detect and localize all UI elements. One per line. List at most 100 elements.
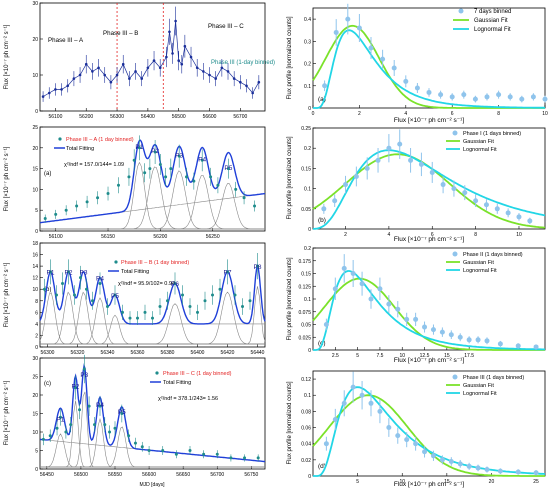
x-tick-label: 56420 [221, 350, 235, 356]
flux-point [133, 441, 137, 445]
x-tick-label: 56340 [101, 350, 115, 356]
x-axis-label: Flux [×10⁻⁷ ph cm⁻² s⁻¹] [394, 117, 464, 124]
x-tick-label: 56250 [206, 234, 220, 240]
x-tick-label: 56100 [49, 234, 63, 240]
y-tick-label: 0.2 [304, 246, 311, 252]
legend: Phase III – A (1 day binned) Total Fitti… [54, 137, 134, 152]
peak-label: P1 [135, 144, 143, 151]
legend-label-lognormal: Lognormal Fit [463, 268, 497, 274]
peak-label: P7 [224, 270, 232, 277]
histogram-point [323, 441, 329, 447]
x-tick-label: 20 [489, 479, 495, 485]
legend-label-data: Phase III – A (1 day binned) [66, 137, 134, 143]
flux-point [103, 73, 107, 77]
y-tick-label: 4 [35, 322, 38, 328]
flux-point [84, 62, 88, 66]
x-tick-label: 56380 [161, 350, 175, 356]
panel-label: (a) [318, 96, 326, 103]
histogram-point [395, 433, 401, 439]
flux-point [229, 456, 233, 460]
peak-label: P5 [111, 293, 119, 300]
flux-point [148, 167, 152, 171]
panel-frame [312, 370, 546, 477]
flux-point [54, 88, 57, 91]
flux-point [152, 59, 156, 62]
histogram-point [448, 332, 454, 338]
flux-point [85, 287, 88, 291]
y-tick-label: 0.25 [301, 126, 311, 132]
legend: Phase I (1 days binned) Gaussian Fit Log… [446, 130, 521, 153]
y-tick-label: 18 [32, 241, 38, 247]
flux-point [97, 66, 100, 70]
flux-point [75, 204, 79, 208]
flux-point [147, 449, 151, 452]
histogram-point [466, 337, 472, 343]
histogram-point [332, 198, 338, 204]
flux-point [69, 423, 73, 427]
y-tick-label: 20 [32, 146, 38, 152]
peak-label: P1 [56, 417, 64, 424]
flux-point [64, 208, 68, 212]
x-tick-label: 10 [542, 111, 548, 117]
x-axis-label: Flux [×10⁻⁷ ph cm⁻² s⁻¹] [394, 481, 464, 488]
histogram-point [457, 334, 463, 340]
flux-point [165, 55, 168, 59]
flux-point [202, 70, 205, 73]
peak-label: P4 [96, 275, 104, 282]
lightcurve-panel-a: Flux [×10⁻⁷ ph cm⁻² s⁻¹] (a) χ²/ndf = 15… [3, 125, 266, 240]
histogram-point [507, 94, 513, 100]
chi2-text: χ²/ndf = 157.0/144= 1.09 [64, 162, 124, 168]
histogram-point [413, 316, 419, 322]
flux-point [48, 434, 52, 438]
histogram-point [343, 182, 349, 188]
y-axis-label: Flux profile [normalized counts] [287, 381, 293, 464]
component-fit [40, 426, 265, 468]
flux-point [251, 91, 254, 95]
legend-label-data: Phase II (1 days binned) [463, 252, 523, 258]
flux-point [214, 77, 217, 80]
histogram-point [414, 85, 420, 91]
x-tick-label: 0 [312, 111, 315, 117]
x-tick-label: 8 [474, 232, 477, 238]
flux-point [61, 281, 64, 285]
x-tick-label: 15 [444, 353, 450, 359]
x-tick-label: 10 [399, 353, 405, 359]
y-tick-label: 0.15 [301, 166, 311, 172]
x-tick-label: 2 [358, 111, 361, 117]
histogram-point [515, 343, 521, 349]
flux-point [79, 276, 82, 280]
flux-point [43, 217, 47, 221]
flux-point [243, 456, 247, 460]
flux-point [171, 52, 174, 55]
flux-point [132, 158, 136, 162]
flux-point [115, 73, 119, 77]
total-fit-curve [39, 363, 266, 463]
peak-label: P3 [80, 372, 88, 379]
histogram-point [530, 94, 536, 100]
histogram-point [386, 425, 392, 431]
flux-point [177, 59, 180, 62]
x-tick-label: 56320 [71, 350, 85, 356]
flux-point [239, 80, 242, 84]
legend-marker-data [458, 8, 464, 14]
y-tick-label: 0 [308, 474, 311, 480]
panel-label: (a) [44, 171, 51, 177]
flux-point [216, 183, 220, 187]
y-tick-label: 0.1 [304, 297, 311, 303]
histogram-point [475, 465, 481, 471]
histogram-point [430, 327, 436, 333]
panel-frame [39, 2, 266, 112]
legend-label-fit: Total Fitting [163, 380, 191, 386]
y-tick-label: 5 [35, 208, 38, 214]
legend-label-data: Phase III (1 days binned) [463, 375, 524, 381]
flux-profile-panel-d: Flux profile [normalized counts] Flux [×… [287, 370, 546, 488]
flux-point [183, 44, 187, 48]
x-tick-label: 56450 [40, 472, 54, 478]
x-tick-label: 17.5 [464, 353, 474, 359]
y-tick-label: 0.02 [301, 458, 311, 464]
legend: Phase III – C (1 day binned) Total Fitti… [150, 371, 232, 386]
y-tick-label: 0.075 [298, 310, 311, 316]
x-tick-label: 56150 [101, 234, 115, 240]
flux-point [226, 167, 230, 171]
